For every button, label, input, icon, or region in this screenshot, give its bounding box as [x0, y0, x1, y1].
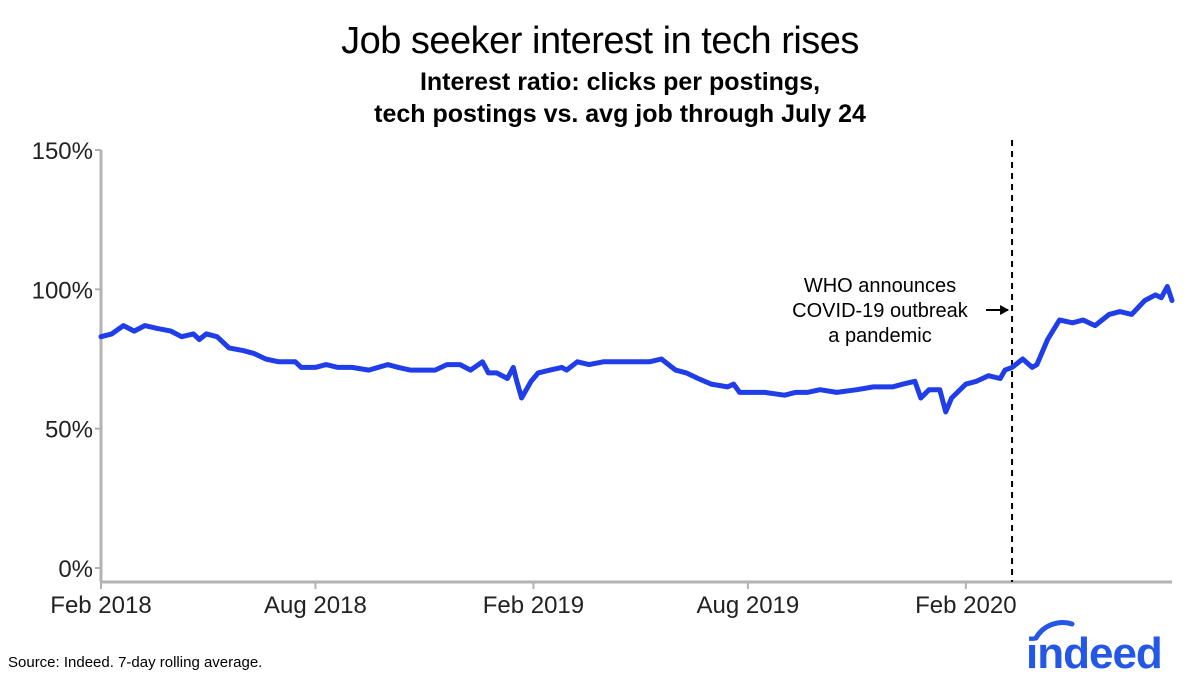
series [98, 284, 1175, 415]
x-tick-label: Feb 2020 [915, 592, 1016, 619]
y-tick-label: 150% [32, 138, 93, 165]
annotation-arrow-head [1000, 305, 1010, 315]
indeed-logo: indeed [1026, 620, 1163, 678]
chart-title: Job seeker interest in tech rises [341, 20, 859, 62]
series-line [98, 284, 1175, 415]
axes [99, 150, 1172, 584]
logo-swoosh [1033, 620, 1075, 641]
y-tick-label: 100% [32, 277, 93, 304]
annotation-text-line: a pandemic [828, 325, 931, 347]
logo-text: indeed [1026, 629, 1162, 678]
x-tick-label: Aug 2019 [696, 592, 799, 619]
x-tick-label: Aug 2018 [264, 592, 367, 619]
y-tick-label: 0% [58, 556, 93, 583]
x-tick-label: Feb 2018 [50, 592, 151, 619]
source-note: Source: Indeed. 7-day rolling average. [8, 654, 263, 671]
annotation-text-line: WHO announces [804, 275, 956, 297]
y-tick-label: 50% [45, 417, 93, 444]
annotation: WHO announces COVID-19 outbreak a pandemic [792, 140, 1014, 582]
x-tick-label: Feb 2019 [483, 592, 584, 619]
chart-subtitle: Interest ratio: clicks per postings, tec… [374, 68, 866, 128]
annotation-text-line: COVID-19 outbreak [792, 300, 969, 322]
ticks: 0% 50% 100% 150% Feb 2018 Aug 2018 Feb 2019 Aug… [32, 138, 1017, 619]
